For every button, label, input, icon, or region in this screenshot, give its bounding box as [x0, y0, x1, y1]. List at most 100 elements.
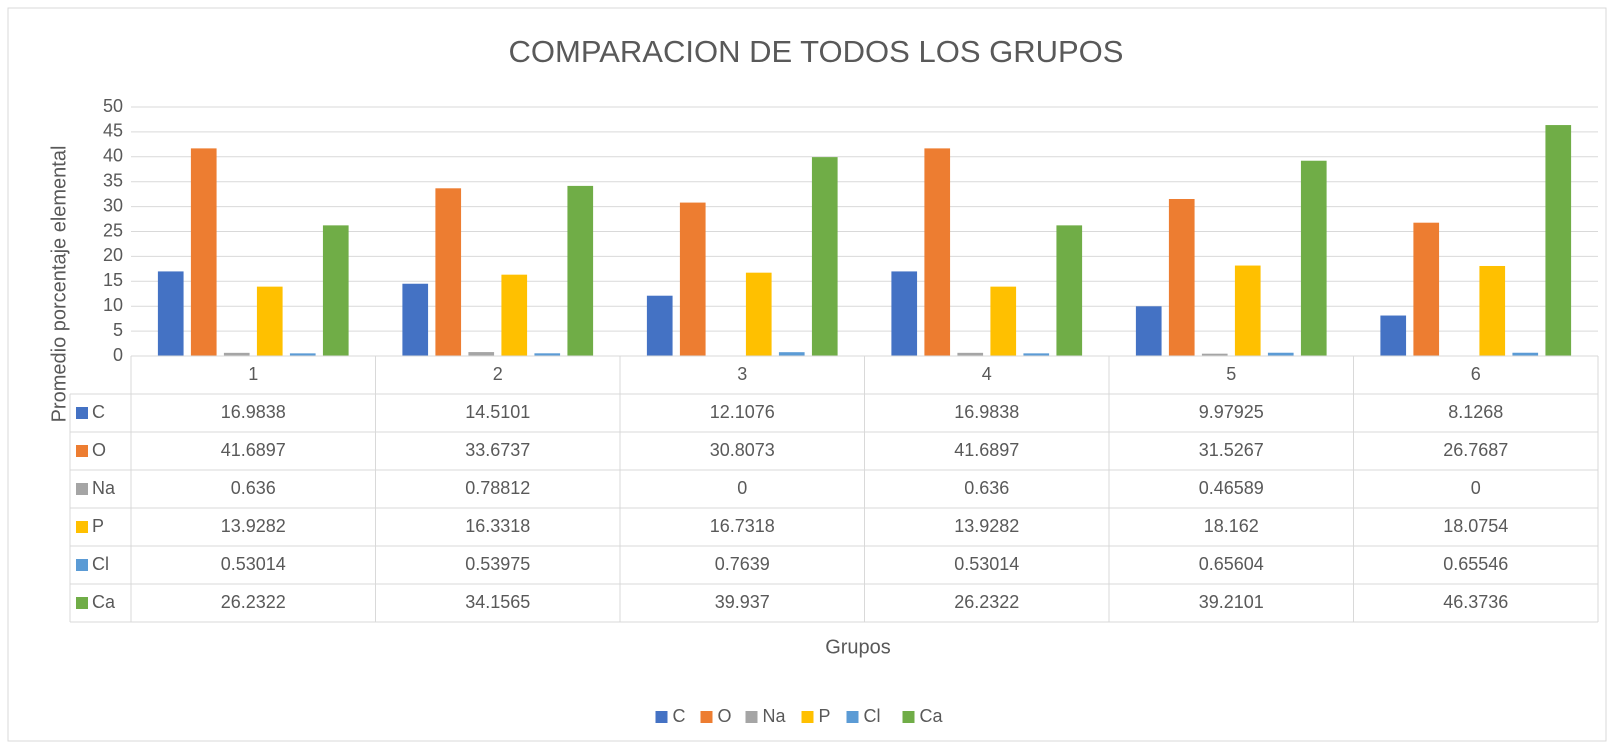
bar	[1023, 353, 1050, 356]
y-tick-label: 50	[103, 96, 123, 116]
legend-swatch	[745, 711, 758, 723]
table-cell: 16.3318	[465, 516, 530, 536]
table-cell: 26.2322	[221, 592, 286, 612]
table-cell: 0.65546	[1443, 554, 1508, 574]
bar	[745, 272, 772, 356]
table-cell: 26.7687	[1443, 440, 1508, 460]
legend-label: C	[673, 706, 686, 726]
bar	[1056, 225, 1083, 356]
table-cell: 16.9838	[954, 402, 1019, 422]
table-cell: 41.6897	[221, 440, 286, 460]
table-cell: 0.7639	[715, 554, 770, 574]
table-cell: 14.5101	[465, 402, 530, 422]
table-cell: 39.937	[715, 592, 770, 612]
table-cell: 30.8073	[710, 440, 775, 460]
chart-title: COMPARACION DE TODOS LOS GRUPOS	[509, 34, 1124, 69]
bar	[468, 352, 495, 356]
table-cell: 0.53014	[954, 554, 1019, 574]
bar	[891, 271, 918, 356]
table-key	[76, 483, 88, 495]
legend-label: Ca	[920, 706, 944, 726]
table-cell: 0.636	[231, 478, 276, 498]
bar	[435, 188, 462, 356]
bar	[1380, 315, 1407, 356]
y-tick-label: 40	[103, 146, 123, 166]
y-tick-label: 15	[103, 270, 123, 290]
y-tick-label: 20	[103, 245, 123, 265]
legend-swatch	[801, 711, 814, 723]
y-tick-label: 25	[103, 220, 123, 240]
table-cell: 18.162	[1204, 516, 1259, 536]
y-tick-label: 30	[103, 195, 123, 215]
table-row-label: C	[92, 402, 105, 422]
bar	[1512, 352, 1539, 356]
table-key	[76, 521, 88, 533]
table-key	[76, 445, 88, 457]
bar	[322, 225, 349, 356]
table-row-label: O	[92, 440, 106, 460]
table-cell: 16.9838	[221, 402, 286, 422]
table-cell: 0	[737, 478, 747, 498]
table-cell: 33.6737	[465, 440, 530, 460]
table-cell: 26.2322	[954, 592, 1019, 612]
table-cell: 8.1268	[1448, 402, 1503, 422]
x-tick-label: 5	[1226, 364, 1236, 384]
bar	[1413, 222, 1440, 356]
bar	[157, 271, 184, 356]
bar	[1479, 265, 1506, 356]
table-cell: 0.65604	[1199, 554, 1264, 574]
table-row-label: P	[92, 516, 104, 536]
table-row-label: Na	[92, 478, 116, 498]
y-tick-label: 10	[103, 295, 123, 315]
table-cell: 0.53014	[221, 554, 286, 574]
bar	[289, 353, 316, 356]
bar	[190, 148, 217, 356]
table-cell: 0.46589	[1199, 478, 1264, 498]
bar	[646, 295, 673, 356]
table-cell: 0	[1471, 478, 1481, 498]
table-cell: 39.2101	[1199, 592, 1264, 612]
y-tick-label: 45	[103, 121, 123, 141]
x-tick-label: 2	[493, 364, 503, 384]
bar	[1168, 198, 1195, 356]
bar	[1545, 125, 1572, 356]
legend-label: P	[819, 706, 831, 726]
y-tick-label: 5	[113, 320, 123, 340]
bar	[1267, 352, 1294, 356]
table-cell: 9.97925	[1199, 402, 1264, 422]
bar	[1300, 160, 1327, 356]
table-key	[76, 407, 88, 419]
legend-label: Na	[763, 706, 787, 726]
chart-border	[7, 7, 1607, 742]
table-cell: 0.53975	[465, 554, 530, 574]
bar	[534, 353, 561, 356]
x-tick-label: 3	[737, 364, 747, 384]
table-cell: 34.1565	[465, 592, 530, 612]
x-tick-label: 1	[248, 364, 258, 384]
bar	[1201, 353, 1228, 356]
bar	[1135, 306, 1162, 356]
table-cell: 41.6897	[954, 440, 1019, 460]
table-cell: 16.7318	[710, 516, 775, 536]
bar	[778, 352, 805, 356]
bar	[811, 157, 838, 356]
bar	[567, 185, 594, 356]
bar	[1234, 265, 1261, 356]
bar	[402, 283, 429, 356]
x-axis-label: Grupos	[825, 636, 891, 658]
table-key	[76, 559, 88, 571]
legend-swatch	[700, 711, 713, 723]
legend-label: Cl	[864, 706, 881, 726]
table-cell: 46.3736	[1443, 592, 1508, 612]
table-cell: 31.5267	[1199, 440, 1264, 460]
legend-swatch	[846, 711, 859, 723]
bar	[256, 286, 283, 356]
table-cell: 0.636	[964, 478, 1009, 498]
bar	[501, 274, 528, 356]
table-row-label: Ca	[92, 592, 116, 612]
legend-swatch	[902, 711, 915, 723]
table-row-label: Cl	[92, 554, 109, 574]
table-cell: 12.1076	[710, 402, 775, 422]
bar	[679, 202, 706, 356]
